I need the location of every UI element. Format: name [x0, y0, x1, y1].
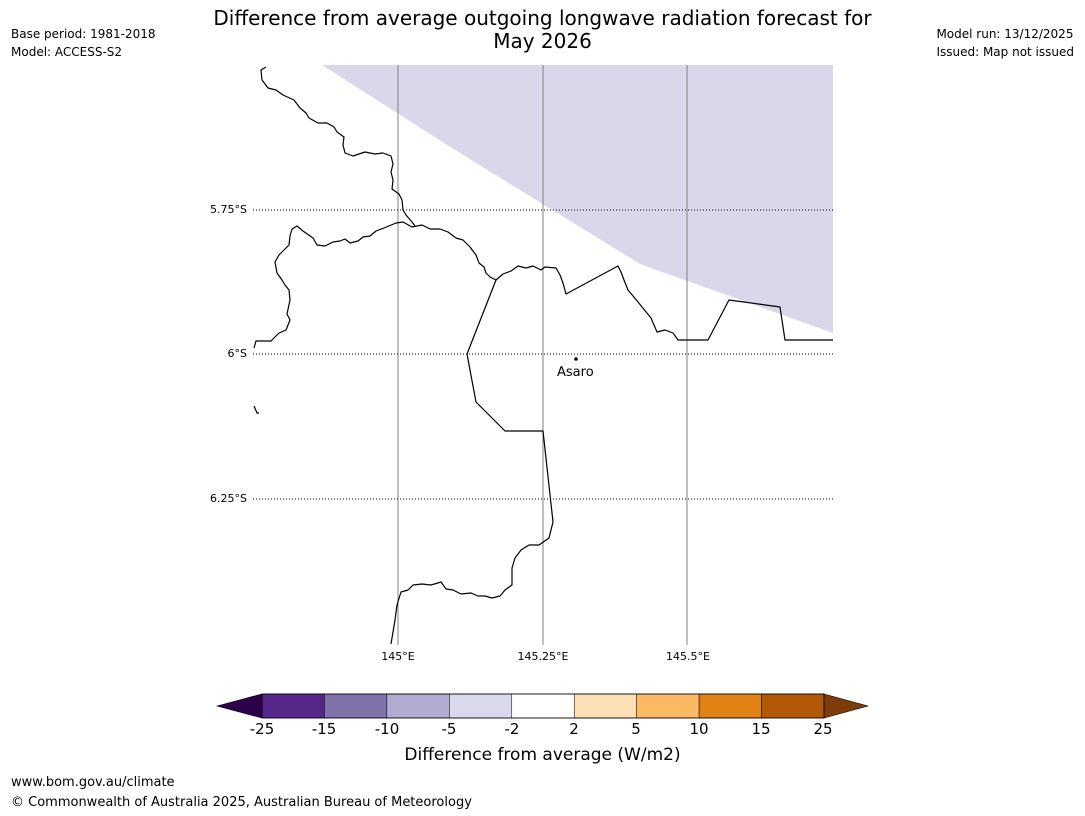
map-canvas	[253, 65, 833, 645]
colorbar-tick: -15	[311, 720, 337, 738]
base-period: Base period: 1981-2018	[11, 27, 156, 41]
colorbar-tick: -10	[374, 720, 400, 738]
latitude-label: 6.25°S	[210, 492, 247, 505]
longitude-label: 145.25°E	[517, 650, 569, 663]
anomaly-region	[322, 65, 833, 333]
town-label-asaro: Asaro	[557, 365, 594, 380]
colorbar-frame	[261, 693, 825, 719]
model-run: Model run: 13/12/2025	[936, 27, 1074, 41]
map-title-line-1: Difference from average outgoing longwav…	[213, 6, 872, 30]
colorbar	[215, 693, 870, 719]
colorbar-bin	[386, 693, 450, 719]
boundary-north-east	[495, 265, 833, 341]
colorbar-tick: -2	[504, 720, 520, 738]
colorbar-tick: -5	[441, 720, 457, 738]
boundary-asaro-district	[390, 279, 554, 645]
colorbar-tick: 2	[569, 720, 579, 738]
footer-copyright: © Commonwealth of Australia 2025, Austra…	[11, 795, 472, 810]
colorbar-tick: 25	[813, 720, 833, 738]
footer-url: www.bom.gov.au/climate	[11, 775, 175, 790]
boundary-north-west	[260, 66, 416, 227]
latitude-label: 6°S	[227, 347, 247, 360]
colorbar-bin	[511, 693, 575, 719]
colorbar-title: Difference from average (W/m2)	[404, 745, 681, 765]
colorbar-bin	[698, 693, 762, 719]
colorbar-bin	[449, 693, 513, 719]
colorbar-bin	[324, 693, 388, 719]
latitude-label: 5.75°S	[210, 203, 247, 216]
map-title: Difference from average outgoing longwav…	[0, 7, 1085, 53]
colorbar-bins	[261, 693, 825, 719]
model-name: Model: ACCESS-S2	[11, 45, 123, 59]
longitude-label: 145.5°E	[666, 650, 710, 663]
meta-right: Model run: 13/12/2025 Issued: Map not is…	[936, 25, 1074, 61]
colorbar-tick: 10	[689, 720, 709, 738]
boundary-west-lobe	[253, 221, 497, 349]
colorbar-bin	[261, 693, 325, 719]
meta-left: Base period: 1981-2018 Model: ACCESS-S2	[11, 25, 156, 61]
province-boundaries	[253, 66, 833, 645]
longitude-label: 145°E	[381, 650, 415, 663]
colorbar-tick: -25	[249, 720, 275, 738]
colorbar-bin	[573, 693, 637, 719]
map-title-line-2: May 2026	[493, 29, 592, 53]
colorbar-tick: 15	[751, 720, 771, 738]
colorbar-bin	[761, 693, 825, 719]
colorbar-bin	[636, 693, 700, 719]
issued-status: Issued: Map not issued	[936, 45, 1074, 59]
colorbar-under-arrow	[215, 693, 263, 719]
town-marker-asaro	[574, 357, 578, 361]
colorbar-over-arrow	[823, 693, 870, 719]
boundary-west-fragment	[253, 405, 259, 414]
colorbar-tick: 5	[631, 720, 641, 738]
